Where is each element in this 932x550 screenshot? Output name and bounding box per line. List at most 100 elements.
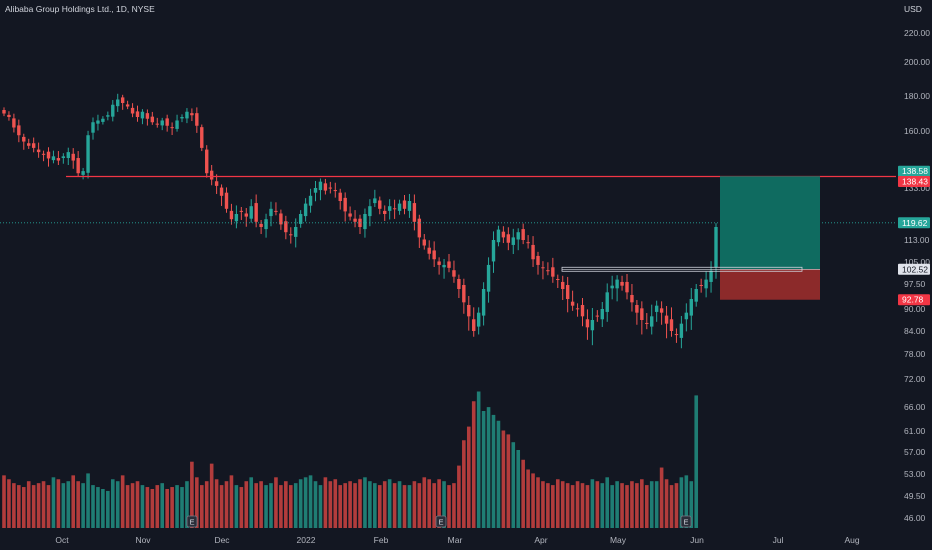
volume-bar [333,479,338,528]
volume-bar [640,479,644,528]
candle-body [561,281,565,289]
candle-body [427,247,431,254]
price-tick-label: 113.00 [904,235,930,245]
candle-body [669,319,674,331]
volume-bar [279,485,283,528]
candle-body [135,111,140,117]
volume-bar [229,475,234,528]
time-tick-label: Apr [534,535,547,545]
price-tick-label: 160.00 [904,126,930,136]
candle-body [209,170,214,180]
earnings-marker[interactable]: E [186,515,198,528]
candle-body [412,203,417,222]
volume-bar [195,477,199,528]
candle-body [41,153,46,155]
volume-bar [486,407,491,528]
candle-body [437,261,441,265]
candle-body [585,319,590,328]
volume-bar [91,485,95,528]
volume-bar [476,391,481,528]
candle-body [620,281,624,286]
volume-bar [81,483,85,528]
volume-bar [432,483,436,528]
candle-body [600,309,604,320]
volume-bar [407,485,412,528]
candle-body [289,234,293,236]
volume-bar [377,485,382,528]
volume-bar [422,477,427,528]
volume-bar [368,481,372,528]
volume-bar [254,483,258,528]
volume-bar [204,481,209,528]
volume-bar [130,483,135,528]
volume-bar [541,481,545,528]
volume-bar [620,483,624,528]
stop-zone[interactable] [720,269,820,300]
volume-bar [298,479,303,528]
volume-bar [140,485,145,528]
volume-bar [358,479,362,528]
volume-bar [466,426,471,528]
candle-body [338,192,342,201]
candle-body [195,113,199,126]
volume-bar [382,481,387,528]
price-tag-last: 119.62 [898,217,930,229]
candle-body [546,270,550,272]
candle-body [86,135,90,173]
candle-body [472,319,476,331]
candle-body [224,192,229,209]
volume-bar [31,485,36,528]
volume-bar [12,483,16,528]
price-tag-resistance: 138.43 [898,176,930,188]
volume-bar [288,485,293,528]
candle-body [165,118,169,126]
volume-bar [328,481,333,528]
earnings-marker[interactable]: E [680,515,692,528]
candle-body [645,322,649,324]
candle-body [684,312,689,320]
price-axis[interactable]: 220.00 200.00 180.00 160.00 133.00 113.00 105.… [904,28,930,523]
candle-body [640,308,644,320]
candle-body [294,227,298,237]
candle-body [303,203,308,217]
candle-body [689,299,693,316]
earnings-marker-label: E [438,518,443,527]
candle-body [46,151,51,159]
volume-bar [96,487,100,528]
candle-body [674,334,679,336]
time-tick-label: May [610,535,627,545]
volume-bar [21,487,26,528]
candle-body [140,111,145,119]
volume-bar [546,483,550,528]
candle-body [2,110,6,114]
volume-bar [26,481,31,528]
candle-body [570,301,575,306]
candle-body [536,255,540,265]
candle-body [506,234,511,243]
volume-bar [511,442,516,528]
time-tick-label: Jun [690,535,704,545]
volume-bar [135,481,140,528]
candle-body [264,219,268,230]
target-zone[interactable] [720,176,820,270]
candle-body [298,214,303,224]
earnings-marker[interactable]: E [435,515,447,528]
price-tag-stop: 92.78 [898,294,930,306]
price-tick-label: 66.00 [904,402,926,412]
volume-bar [17,485,21,528]
candle-body [422,239,426,246]
price-tag-entry: 102.52 [898,263,930,275]
candle-body [219,187,224,196]
candle-body [27,143,31,146]
time-axis[interactable]: Oct Nov Dec 2022 Feb Mar Apr May Jun Jul Aug [55,535,859,545]
candle-body [699,285,703,286]
volume-bar [521,459,525,528]
candle-body [630,295,634,303]
price-tag-label: 138.43 [902,177,928,187]
candle-body [654,305,659,312]
candle-body [516,232,520,240]
price-tick-label: 200.00 [904,57,930,67]
candle-body [481,289,486,316]
volume-bar [2,475,6,528]
